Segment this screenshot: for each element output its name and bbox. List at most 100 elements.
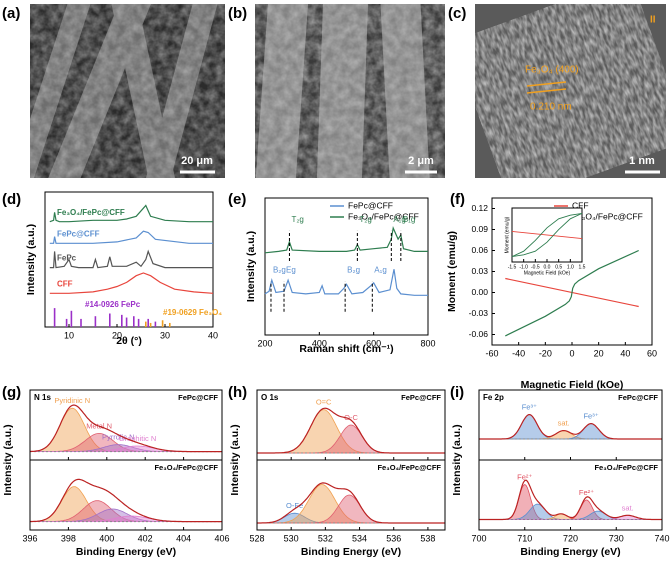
panel-label: (h) xyxy=(228,384,247,401)
reference-label: #19-0629 Fe₃O₄ xyxy=(163,308,222,317)
peak-label: Fe³⁺ xyxy=(583,412,598,421)
y-tick-label: -0.03 xyxy=(469,308,489,318)
series-label: FePc@CFF xyxy=(57,229,100,238)
tem-image-c xyxy=(475,4,666,178)
legend-label: Fe₃O₄/FePc@CFF xyxy=(348,211,419,221)
mode-label: Eg xyxy=(286,266,296,275)
mode-label: A₁g xyxy=(393,215,405,224)
panel-label: (a) xyxy=(2,5,20,22)
fit-envelope xyxy=(29,404,222,453)
panel-label: (d) xyxy=(2,191,21,208)
fit-peak xyxy=(257,424,445,454)
plot-frame xyxy=(264,197,429,336)
x-tick-label: 30 xyxy=(160,330,170,340)
plot-frame xyxy=(44,191,214,328)
fit-envelope xyxy=(257,482,445,524)
mode-label: B₁g xyxy=(403,215,415,224)
x-tick-label: 400 xyxy=(99,533,114,543)
x-tick-label: 402 xyxy=(138,533,153,543)
y-axis-label: Intensity (a.u.) xyxy=(245,231,257,302)
x-tick-label: -0.5 xyxy=(531,264,540,270)
x-tick-label: 40 xyxy=(208,330,218,340)
panel-label: (i) xyxy=(450,384,464,401)
x-tick-label: 528 xyxy=(249,533,264,543)
plot-frame xyxy=(29,459,223,531)
x-tick-label: 532 xyxy=(318,533,333,543)
core-level-label: N 1s xyxy=(34,393,51,402)
panel-label: (e) xyxy=(228,191,246,208)
inset-x-label: Magnetic Field (kOe) xyxy=(524,270,571,276)
y-tick-label: 0.06 xyxy=(471,245,488,255)
x-tick-label: 536 xyxy=(386,533,401,543)
x-tick-label: -60 xyxy=(485,348,498,358)
x-axis-label: 2θ (°) xyxy=(116,335,142,347)
legend-label: Fe₃O₄/FePc@CFF xyxy=(572,211,643,221)
panel-label: (c) xyxy=(448,5,466,22)
fit-envelope xyxy=(257,407,445,454)
reference-label: #14-0926 FePc xyxy=(85,300,141,309)
lattice-label: Fe₃O₄ (400) xyxy=(525,65,579,76)
sample-label: FePc@CFF xyxy=(401,393,441,402)
peak-label: Pyrrolic N xyxy=(102,433,135,442)
plot-frame xyxy=(256,459,446,531)
x-tick-label: 10 xyxy=(64,330,74,340)
legend-label: FePc@CFF xyxy=(348,200,393,210)
peak-label: O-C xyxy=(344,413,358,422)
x-axis-label: Magnetic Field (kOe) xyxy=(521,379,624,391)
y-axis-label: Intensity (a.u.) xyxy=(2,424,14,495)
x-tick-label: 800 xyxy=(420,338,435,348)
mode-label: B₂g xyxy=(347,266,360,275)
peak-label: sat. xyxy=(622,503,634,512)
x-tick-label: 1.5 xyxy=(579,264,586,270)
x-tick-label: 406 xyxy=(214,533,229,543)
mode-label: T₂g xyxy=(359,215,371,224)
sample-label: Fe₃O₄/FePc@CFF xyxy=(154,463,218,472)
x-tick-label: 40 xyxy=(620,348,630,358)
sem-image-b xyxy=(255,4,445,178)
x-axis-label: Binding Energy (eV) xyxy=(301,546,401,558)
x-tick-label: 740 xyxy=(654,533,669,543)
lattice-spacing: 0.210 nm xyxy=(530,102,572,113)
peak-label: Fe³⁺ xyxy=(522,402,537,411)
x-tick-label: 396 xyxy=(22,533,37,543)
x-tick-label: 398 xyxy=(61,533,76,543)
series-label: Fe₃O₄/FePc@CFF xyxy=(57,208,125,217)
x-tick-label: 20 xyxy=(594,348,604,358)
x-tick-label: -40 xyxy=(512,348,525,358)
x-tick-label: -20 xyxy=(539,348,552,358)
core-level-label: O 1s xyxy=(261,393,279,402)
x-tick-label: 1.0 xyxy=(567,264,574,270)
y-tick-label: 0.03 xyxy=(471,266,488,276)
x-tick-label: 534 xyxy=(352,533,367,543)
series-line xyxy=(511,230,583,240)
sem-image-a xyxy=(30,4,225,178)
x-tick-label: -1.5 xyxy=(508,264,517,270)
sample-label: Fe₃O₄/FePc@CFF xyxy=(377,463,441,472)
x-tick-label: 710 xyxy=(517,533,532,543)
x-tick-label: 0 xyxy=(569,348,574,358)
peak-label: O=C xyxy=(316,398,332,407)
fit-envelope xyxy=(30,478,222,523)
fit-envelope xyxy=(479,414,662,440)
series-line xyxy=(49,204,213,223)
peak-label: O-Fe xyxy=(286,501,303,510)
scale-bar-label: 20 μm xyxy=(181,155,213,167)
x-tick-label: 720 xyxy=(563,533,578,543)
fit-envelope xyxy=(479,479,662,521)
y-tick-label: -0.06 xyxy=(469,329,489,339)
y-axis-label: Intensity (a.u.) xyxy=(25,224,37,295)
sample-label: FePc@CFF xyxy=(618,393,658,402)
series-line xyxy=(49,272,214,294)
series-line xyxy=(49,230,213,244)
panel-label: (f) xyxy=(450,191,465,208)
x-tick-label: 530 xyxy=(284,533,299,543)
legend-label: CFF xyxy=(572,200,589,210)
x-axis-label: Raman shift (cm⁻¹) xyxy=(299,343,393,355)
y-axis-label: Intensity (a.u.) xyxy=(229,424,241,495)
scale-bar-label: 1 nm xyxy=(629,155,655,167)
fit-peak xyxy=(479,430,662,440)
x-tick-label: 20 xyxy=(112,330,122,340)
fit-peak xyxy=(479,484,662,520)
x-tick-label: 60 xyxy=(647,348,657,358)
